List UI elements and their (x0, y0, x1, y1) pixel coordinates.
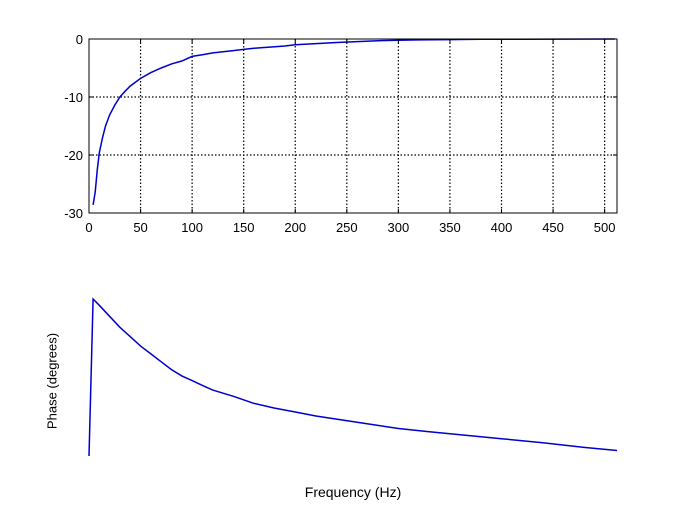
magnitude-x-tick-label: 250 (336, 220, 358, 235)
magnitude-plot: 0 50 100 150 200 250 300 350 400 450 500 -30 -20 -10… (64, 32, 618, 235)
magnitude-x-tick-label: 450 (542, 220, 564, 235)
magnitude-x-tick-label: 150 (233, 220, 255, 235)
magnitude-y-tick-label: -20 (64, 148, 83, 163)
magnitude-x-tick-label: 400 (491, 220, 513, 235)
phase-plot: Phase (degrees) Frequency (Hz) (45, 297, 618, 500)
magnitude-y-tick-label: -30 (64, 206, 83, 221)
magnitude-grid (89, 39, 617, 213)
magnitude-y-tick-label: 0 (76, 32, 83, 47)
magnitude-y-tick-labels: -30 -20 -10 0 (64, 32, 83, 221)
x-axis-label: Frequency (Hz) (305, 484, 401, 500)
magnitude-x-tick-label: 500 (594, 220, 616, 235)
magnitude-axes-frame (88, 38, 618, 214)
magnitude-x-tick-label: 0 (85, 220, 92, 235)
magnitude-ticks (88, 38, 617, 214)
phase-line (88, 297, 618, 457)
magnitude-x-tick-label: 50 (133, 220, 147, 235)
magnitude-y-tick-label: -10 (64, 90, 83, 105)
phase-series (88, 297, 618, 457)
magnitude-x-tick-labels: 0 50 100 150 200 250 300 350 400 450 500 (85, 220, 615, 235)
magnitude-x-tick-label: 350 (439, 220, 461, 235)
magnitude-x-tick-label: 100 (181, 220, 203, 235)
magnitude-x-tick-label: 300 (388, 220, 410, 235)
magnitude-x-tick-label: 200 (284, 220, 306, 235)
phase-y-axis-label: Phase (degrees) (45, 333, 60, 429)
